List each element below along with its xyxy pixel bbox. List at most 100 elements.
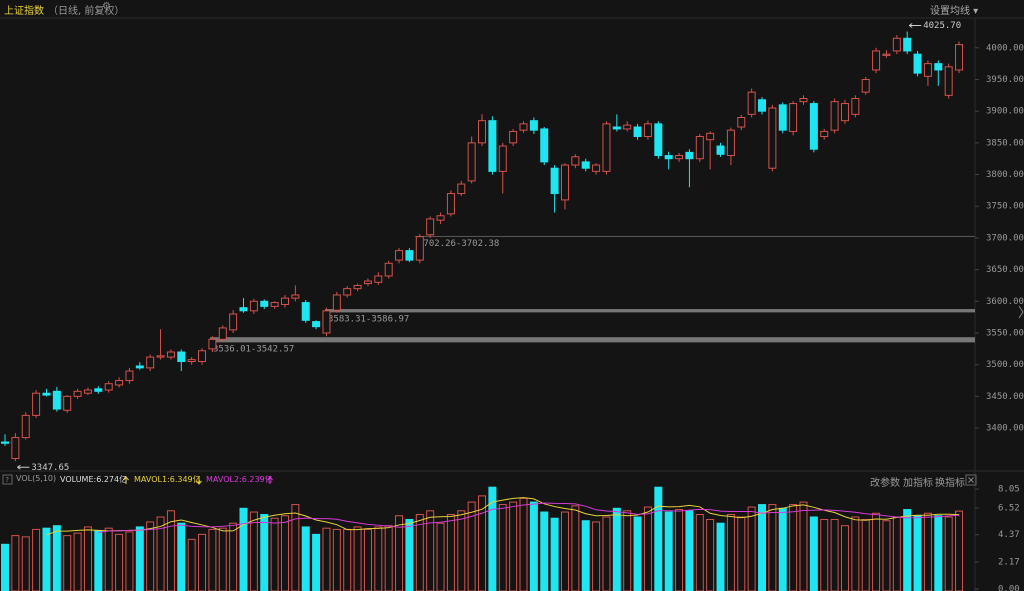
y-tick-label: 3950.00 xyxy=(986,75,1024,85)
volume-bar xyxy=(208,528,217,591)
volume-bar xyxy=(654,486,663,591)
candle-body xyxy=(146,356,155,369)
volume-bar xyxy=(913,515,922,591)
volume-bar xyxy=(685,510,694,591)
price-band xyxy=(210,337,975,343)
candle-body xyxy=(944,66,953,96)
volume-bar xyxy=(467,501,476,591)
candle-body xyxy=(395,250,404,261)
candle-body xyxy=(42,392,51,396)
volume-bar xyxy=(374,526,383,591)
candle-body xyxy=(675,155,684,160)
volume-bar xyxy=(519,497,528,591)
volume-bar xyxy=(944,516,953,591)
volume-bar xyxy=(809,516,818,591)
btn-params[interactable]: 改参数 xyxy=(870,478,900,489)
volume-bar xyxy=(892,516,901,591)
candle-body xyxy=(446,193,455,215)
candle-body xyxy=(872,50,881,71)
volume-bar xyxy=(758,504,767,591)
volume-bar xyxy=(405,518,414,591)
side-tab[interactable] xyxy=(1018,305,1024,319)
annotation-arrow xyxy=(17,464,30,470)
candle-body xyxy=(685,151,694,160)
ma-settings[interactable]: 设置均线 ▾ xyxy=(930,6,979,17)
volume-bar xyxy=(135,526,144,591)
price-band-label: 3536.01-3542.57 xyxy=(213,344,294,354)
volume-bar xyxy=(94,530,103,591)
price-band xyxy=(325,309,975,313)
btn-add[interactable]: 加指标 xyxy=(903,478,933,489)
y-tick-label: 3700.00 xyxy=(986,233,1024,243)
help-icon: ? xyxy=(5,476,9,484)
volume-bar xyxy=(612,507,621,591)
volume-bar xyxy=(778,507,787,591)
settings-icon[interactable]: ⚙ xyxy=(102,1,111,12)
candle-body xyxy=(312,321,321,328)
candle-body xyxy=(726,129,735,157)
volume-bar xyxy=(332,528,341,591)
candle-body xyxy=(643,123,652,138)
candle-body xyxy=(187,359,196,363)
candle-body xyxy=(322,310,331,334)
volume-bar xyxy=(923,512,932,591)
candle-body xyxy=(384,262,393,277)
mavol1: MAVOL1:6.349亿 xyxy=(134,475,201,484)
candle-body xyxy=(457,183,466,195)
ma-line xyxy=(46,497,960,536)
volume-bar xyxy=(840,525,849,591)
candle-body xyxy=(913,53,922,74)
y-tick-label: 3550.00 xyxy=(986,329,1024,339)
volume-bar xyxy=(716,522,725,591)
candle-body xyxy=(737,117,746,128)
candle-body xyxy=(218,327,227,340)
candle-body xyxy=(280,297,289,305)
ma-settings-text[interactable]: 设置均线 xyxy=(930,6,970,17)
y-tick-label: 3650.00 xyxy=(986,265,1024,275)
volume-bar xyxy=(550,517,559,591)
volume-bar xyxy=(322,527,331,591)
candle-body xyxy=(923,63,932,77)
volume-bar xyxy=(799,501,808,591)
candle-body xyxy=(229,313,238,331)
volume-bar xyxy=(363,528,372,591)
volume-bar xyxy=(737,516,746,591)
volume-bar xyxy=(187,538,196,591)
volume-bar xyxy=(260,514,269,591)
btn-switch[interactable]: 换指标 xyxy=(935,478,965,489)
help-box[interactable] xyxy=(2,474,13,485)
volume-bar xyxy=(270,517,279,591)
volume-bar xyxy=(42,527,51,591)
candle-body xyxy=(706,132,715,141)
vol-tick-label: 2.17 xyxy=(998,558,1020,568)
volume-bar xyxy=(301,526,310,591)
candle-body xyxy=(955,44,964,71)
candle-body xyxy=(519,123,528,131)
volume-bar xyxy=(125,531,134,591)
candle-body xyxy=(695,136,704,160)
vol-tick-label: 4.37 xyxy=(998,530,1020,540)
volume-bar xyxy=(63,535,72,591)
volume-bar xyxy=(343,528,352,591)
volume-bar xyxy=(830,518,839,591)
volume-bar xyxy=(602,516,611,591)
volume-bar xyxy=(229,522,238,591)
candle-body xyxy=(291,294,300,299)
candle-body xyxy=(135,365,144,369)
volume-bar xyxy=(239,507,248,591)
trend-arrow xyxy=(196,477,202,485)
close-box[interactable] xyxy=(965,474,977,486)
candle-body xyxy=(654,123,663,157)
candle-body xyxy=(301,302,310,321)
candle-body xyxy=(21,414,30,439)
volume-bar xyxy=(540,511,549,591)
candle-body xyxy=(716,145,725,155)
vol-tick-label: 0.00 xyxy=(998,585,1020,591)
candle-body xyxy=(799,97,808,103)
volume-bar xyxy=(488,486,497,591)
candle-body xyxy=(436,215,445,221)
volume-bar xyxy=(415,514,424,591)
candle-body xyxy=(560,164,569,201)
candle-body xyxy=(633,126,642,138)
volume-bar xyxy=(934,515,943,591)
